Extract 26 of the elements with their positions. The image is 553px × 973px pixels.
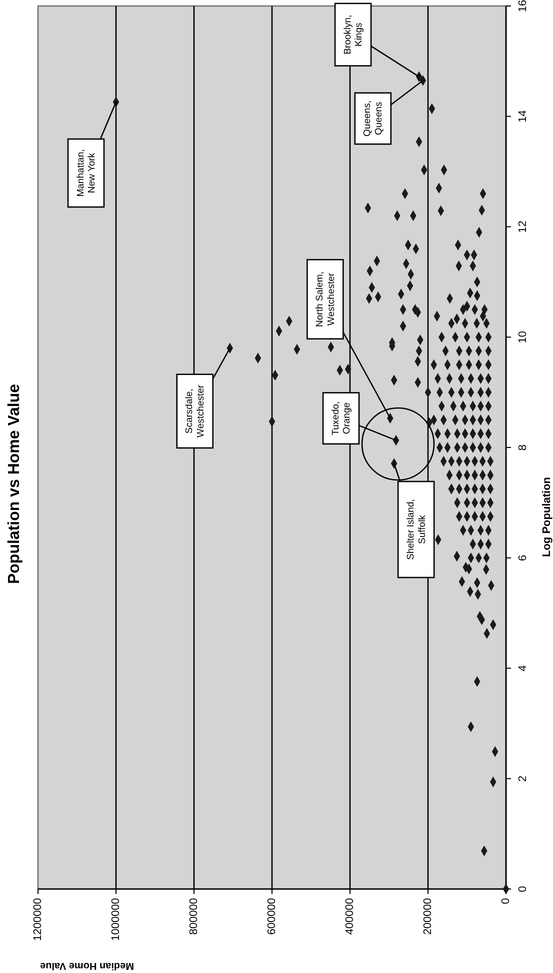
x-tick-label: 200000 <box>422 898 434 935</box>
annotation: Manhattan, New York <box>74 149 98 197</box>
x-tick-label: 400000 <box>344 898 356 935</box>
annotation: Queens, Queens <box>362 100 384 136</box>
y-tick-label: 4 <box>517 665 529 672</box>
x-axis-title: Median Home Value <box>40 960 134 972</box>
x-tick-label: 0 <box>500 898 512 904</box>
x-tick-label: 800000 <box>188 898 200 935</box>
x-tick-label: 1000000 <box>110 898 122 941</box>
y-tick-label: 10 <box>517 331 529 344</box>
x-tick-label: 1200000 <box>32 898 44 941</box>
y-tick-label: 6 <box>517 554 529 561</box>
text: Population vs Home Value <box>6 384 22 584</box>
annotation: Tuxedo, Orange <box>330 401 352 436</box>
annotation: Shelter Island, Suffolk <box>404 499 428 560</box>
y-tick-label: 12 <box>517 220 529 233</box>
y-tick-label: 2 <box>517 776 529 782</box>
annotation: North Salem, Westchester <box>314 272 336 327</box>
x-tick-label: 600000 <box>266 898 278 935</box>
y-tick-label: 16 <box>517 0 529 12</box>
annotation: Scarsdale, Westchester <box>184 384 206 438</box>
y-tick-label: 14 <box>517 110 529 122</box>
y-axis-title: Log Population <box>541 476 553 558</box>
y-tick-label: 8 <box>517 444 529 451</box>
annotation: Brooklyn, Kings <box>342 14 364 54</box>
y-tick-label: 0 <box>517 886 529 892</box>
